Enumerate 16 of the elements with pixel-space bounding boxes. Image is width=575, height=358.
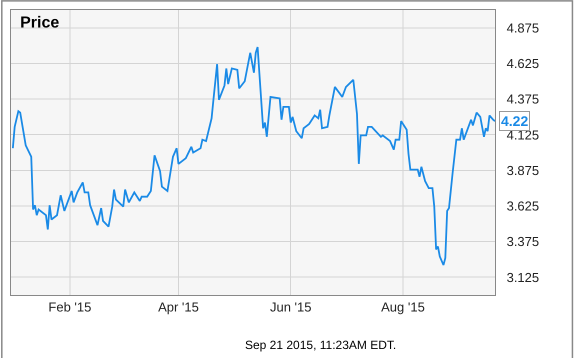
line-series (12, 46, 495, 266)
y-tick-label: 4.625 (506, 56, 540, 71)
y-tick-label: 4.375 (506, 92, 540, 107)
chart-title: Price (20, 14, 60, 32)
text: Sep 21 2015, 11:23AM EDT. (245, 338, 396, 352)
x-tick-label: Feb '15 (48, 300, 92, 315)
x-tick-label: Aug '15 (381, 300, 425, 315)
x-tick-label: Jun '15 (270, 300, 312, 315)
y-tick-label: 3.375 (506, 234, 540, 250)
y-tick-label: 3.875 (506, 162, 540, 178)
y-tick-label: 3.125 (506, 270, 540, 285)
annotation: 4.22 (501, 113, 528, 129)
y-tick-label: 4.875 (506, 20, 540, 36)
y-tick-label: 4.125 (506, 127, 540, 142)
x-tick-label: Apr '15 (158, 300, 199, 315)
y-tick-label: 3.625 (506, 198, 540, 214)
